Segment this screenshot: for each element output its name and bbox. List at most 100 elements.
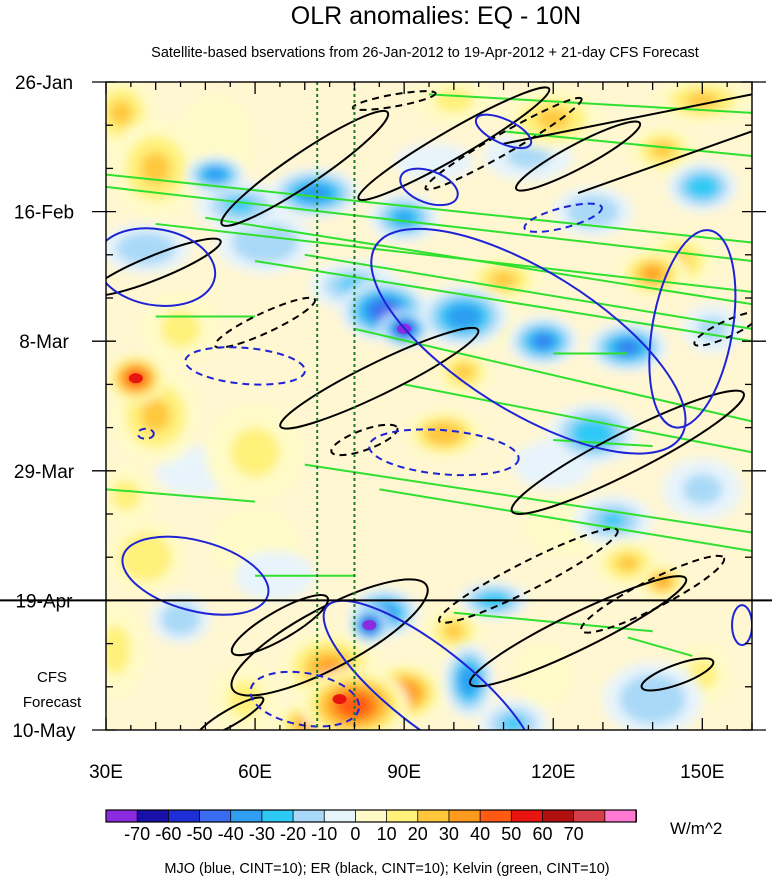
- mjo-contour: [370, 227, 687, 455]
- colorbar-tick-label: -60: [155, 824, 181, 844]
- colorbar-swatch: [573, 809, 606, 823]
- colorbar-swatch: [386, 809, 419, 823]
- anomaly-cell: [175, 458, 216, 484]
- er-dashed-contour: [693, 311, 752, 347]
- anomaly-cell: [536, 336, 551, 347]
- anomaly-cell: [650, 141, 675, 159]
- anomaly-cell: [685, 92, 719, 109]
- kelvin-contour: [403, 383, 752, 454]
- colorbar-tick-label: -50: [187, 824, 213, 844]
- anomaly-cell: [140, 398, 171, 432]
- colorbar-tick-label: 10: [377, 824, 397, 844]
- colorbar-tick-label: 30: [439, 824, 459, 844]
- er-contour: [357, 86, 551, 202]
- er-contour: [279, 326, 480, 430]
- y-tick-label: 16-Feb: [14, 203, 74, 224]
- colorbar-swatch: [355, 809, 388, 823]
- er-contour: [220, 109, 390, 227]
- mjo-dashed-contour: [184, 346, 306, 386]
- x-tick-label: 60E: [238, 762, 272, 783]
- colorbar-swatch: [261, 809, 294, 823]
- mjo-contour: [106, 227, 217, 307]
- colorbar-frame: [105, 809, 637, 823]
- anomaly-cell: [225, 197, 256, 214]
- mjo-contour: [731, 604, 752, 647]
- anomaly-cell: [506, 143, 551, 169]
- anomaly-cell: [132, 544, 160, 570]
- colorbar-swatch: [105, 809, 139, 823]
- colorbar: -70 -60 -50 -40 -30 -20 -10 0 10 20 30 40 50 60 70: [105, 809, 637, 844]
- er-contour: [230, 578, 429, 697]
- anomaly-cell: [533, 452, 574, 477]
- anomaly-cell: [433, 427, 454, 440]
- er-contour: [640, 657, 715, 692]
- anomaly-cell: [682, 473, 723, 505]
- colorbar-tick-label: 40: [470, 824, 490, 844]
- mjo-dashed-contour: [136, 427, 155, 440]
- colorbar-tick-label: -30: [249, 824, 275, 844]
- anomaly-cell: [110, 480, 141, 511]
- er-contour: [503, 93, 752, 145]
- er-contour: [510, 389, 745, 515]
- y-tick-label: 19-Apr: [15, 591, 73, 612]
- colorbar-tick-label: -40: [218, 824, 244, 844]
- er-dashed-contour: [424, 96, 583, 191]
- er-contour: [230, 594, 330, 657]
- er-contour: [515, 120, 642, 192]
- colorbar-tick-label: -70: [124, 824, 150, 844]
- colorbar-swatch: [199, 809, 232, 823]
- colorbar-tick-label: -10: [311, 824, 337, 844]
- er-dashed-contour: [580, 554, 726, 634]
- anomaly-cell: [693, 180, 712, 194]
- x-tick-label: 30E: [89, 762, 123, 783]
- mjo-contour: [648, 229, 737, 429]
- kelvin-contour: [304, 253, 752, 330]
- anomaly-cell: [195, 119, 236, 169]
- anomaly-cell: [579, 203, 607, 220]
- anomaly-cell: [227, 680, 263, 718]
- colorbar-swatch: [604, 809, 637, 823]
- forecast-label-line2: Forecast: [23, 694, 82, 711]
- anomaly-cell: [501, 715, 526, 730]
- y-tick-label: 8-Mar: [19, 332, 69, 353]
- kelvin-contour: [254, 259, 752, 343]
- kelvin-contour: [106, 185, 752, 262]
- mjo-contour: [399, 167, 459, 207]
- kelvin-contour: [627, 636, 693, 657]
- anomaly-cell: [619, 342, 636, 353]
- chart-title: OLR anomalies: EQ - 10N: [291, 2, 581, 30]
- axes: 30E 60E 90E 120E 150E 26-Jan 16-Feb 8-Mar 29-Mar…: [0, 73, 772, 783]
- anomaly-cell: [130, 240, 161, 257]
- er-dashed-contour: [330, 423, 399, 457]
- anomaly-cell: [209, 170, 222, 179]
- colorbar-swatch: [136, 809, 170, 823]
- colorbar-tick-label: 50: [501, 824, 521, 844]
- anomaly-cell: [616, 555, 640, 572]
- mjo-contour: [474, 113, 533, 150]
- mjo-dashed-contour: [249, 670, 361, 728]
- colorbar-swatch: [542, 809, 575, 823]
- x-tick-label: 120E: [531, 762, 575, 783]
- colorbar-tick-label: 20: [408, 824, 428, 844]
- mjo-dashed-contour: [523, 202, 603, 233]
- colorbar-swatch: [417, 809, 450, 823]
- kelvin-contour: [453, 611, 653, 633]
- anomaly-cell: [140, 151, 171, 185]
- colorbar-swatch: [167, 809, 201, 823]
- chart-subtitle: Satellite-based bservations from 26-Jan-…: [151, 45, 699, 61]
- colorbar-swatch: [510, 809, 544, 823]
- mjo-dashed-contour: [368, 428, 520, 477]
- x-tick-label: 90E: [387, 762, 421, 783]
- y-tick-label: 29-Mar: [14, 462, 75, 483]
- anomaly-cell: [636, 686, 670, 712]
- anomaly-cell: [599, 511, 627, 529]
- anomaly-cell: [490, 271, 517, 288]
- colorbar-swatch: [292, 809, 326, 823]
- colorbar-tick-label: 60: [532, 824, 552, 844]
- positive-anomaly-west: [128, 373, 143, 384]
- anomaly-cell: [581, 426, 605, 442]
- positive-anomaly-forecast: [332, 694, 347, 705]
- contour-legend-footer: MJO (blue, CINT=10); ER (black, CINT=10)…: [164, 861, 609, 877]
- kelvin-contour: [106, 173, 752, 244]
